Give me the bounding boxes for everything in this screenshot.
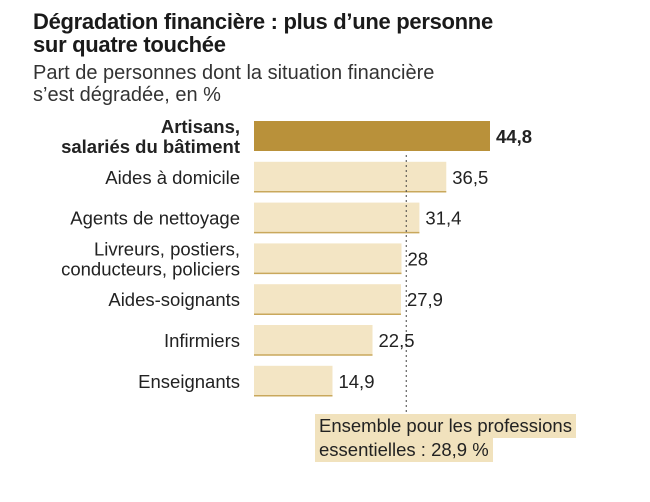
category-label-line: Infirmiers: [164, 330, 240, 351]
chart-subtitle-line-2: s’est dégradée, en %: [33, 84, 221, 106]
category-label-line: conducteurs, policiers: [61, 258, 240, 279]
category-label: Agents de nettoyage: [70, 208, 240, 229]
reference-note: Ensemble pour les professions essentiell…: [315, 414, 576, 462]
value-label: 36,5: [452, 167, 488, 188]
chart-subtitle: Part de personnes dont la situation fina…: [33, 62, 633, 106]
category-label: Artisans, salariés du bâtiment: [61, 116, 240, 157]
bar: [254, 325, 373, 355]
category-label-line: salariés du bâtiment: [61, 136, 240, 157]
bar: [254, 202, 420, 233]
category-label: Enseignants: [138, 371, 240, 392]
reference-note-line-2: essentielles : 28,9 %: [315, 438, 493, 462]
category-label-line: Enseignants: [138, 371, 240, 392]
category-label-line: Artisans,: [161, 116, 240, 137]
bar: [254, 161, 447, 192]
labels-layer: 44,8 Artisans, salariés du bâtiment 36,5 Aid…: [61, 116, 532, 392]
bar: [254, 284, 401, 315]
category-label: Aides-soignants: [108, 289, 240, 310]
category-label: Infirmiers: [164, 330, 240, 351]
category-label-line: Aides à domicile: [105, 167, 240, 188]
category-label-line: Livreurs, postiers,: [94, 238, 240, 259]
category-label: Aides à domicile: [105, 167, 240, 188]
value-label: 44,8: [496, 126, 532, 147]
value-label: 22,5: [379, 330, 415, 351]
chart-title: Dégradation financière : plus d’une pers…: [33, 10, 633, 56]
bar: [254, 121, 490, 151]
chart-title-line-2: sur quatre touchée: [33, 32, 226, 57]
bar: [254, 365, 333, 396]
bar: [254, 243, 402, 274]
chart-title-line-1: Dégradation financière : plus d’une pers…: [33, 9, 493, 34]
category-label-line: Agents de nettoyage: [70, 208, 240, 229]
bars-layer: [254, 121, 490, 397]
category-label: Livreurs, postiers, conducteurs, policier…: [61, 238, 240, 279]
chart-subtitle-line-1: Part de personnes dont la situation fina…: [33, 62, 435, 84]
value-label: 31,4: [425, 208, 461, 229]
value-label: 14,9: [338, 371, 374, 392]
reference-note-line-1: Ensemble pour les professions: [315, 414, 576, 438]
value-label: 27,9: [407, 289, 443, 310]
category-label-line: Aides-soignants: [108, 289, 240, 310]
value-label: 28: [408, 248, 429, 269]
